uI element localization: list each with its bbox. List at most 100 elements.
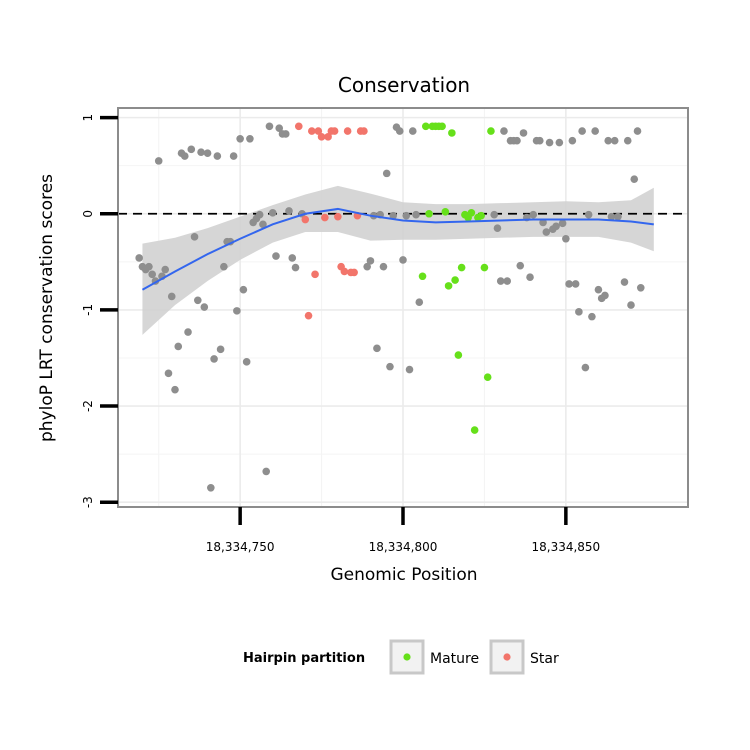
data-point: [171, 385, 179, 394]
data-point-mature: [438, 122, 446, 131]
data-point: [571, 280, 580, 288]
legend-title: Hairpin partition: [243, 651, 365, 666]
data-point: [399, 256, 407, 264]
data-point: [623, 136, 632, 145]
data-point: [529, 210, 538, 219]
data-point: [516, 261, 525, 270]
data-point: [614, 212, 622, 221]
data-point-star: [317, 133, 326, 141]
data-point: [366, 257, 375, 265]
data-point: [200, 303, 209, 311]
data-point: [568, 136, 577, 145]
data-point-mature: [451, 276, 459, 284]
chart-title: Conservation: [338, 73, 470, 97]
data-point: [627, 301, 635, 309]
data-point-mature: [441, 208, 450, 216]
data-point: [402, 211, 411, 220]
data-point: [405, 365, 414, 374]
data-point: [408, 127, 417, 135]
legend-entry-star: Star: [489, 639, 559, 675]
data-point: [503, 277, 512, 285]
y-axis: 1 0 -1 -2 -3: [81, 114, 118, 508]
x-tick-label: 18,334,800: [369, 540, 438, 554]
data-point: [174, 342, 183, 351]
data-point: [519, 129, 528, 137]
data-point: [262, 467, 271, 476]
legend-label-star: Star: [530, 651, 559, 667]
data-point: [591, 127, 599, 135]
data-point: [601, 291, 609, 300]
data-point: [373, 344, 381, 353]
plot-panel: [117, 107, 689, 508]
data-point-mature: [477, 211, 485, 220]
data-point-mature: [467, 208, 476, 217]
data-point: [239, 285, 248, 294]
data-point-mature: [457, 263, 466, 272]
data-point: [194, 296, 202, 305]
data-point-star: [314, 127, 323, 135]
data-point: [552, 222, 560, 231]
data-point: [578, 127, 586, 135]
data-point: [389, 211, 398, 220]
data-point-star: [324, 133, 332, 141]
data-point: [161, 265, 170, 274]
data-point: [145, 262, 153, 271]
data-point: [630, 175, 639, 183]
data-point: [259, 220, 267, 229]
data-point: [633, 127, 642, 135]
data-point-mature: [487, 127, 495, 135]
y-tick-label: 1: [81, 114, 95, 122]
data-point-star: [360, 127, 368, 135]
data-point: [190, 233, 199, 241]
data-point: [493, 224, 502, 232]
data-point: [415, 298, 424, 307]
data-point: [526, 273, 534, 282]
data-point-star: [308, 127, 316, 135]
data-point-star: [334, 212, 342, 221]
data-point: [187, 145, 196, 154]
data-point: [412, 210, 420, 219]
data-point: [581, 363, 590, 372]
data-point-mature: [454, 351, 463, 359]
y-tick-label: -1: [81, 304, 95, 316]
legend-label-mature: Mature: [430, 651, 479, 667]
data-point-mature: [418, 272, 427, 281]
data-point-star: [304, 311, 313, 320]
data-point: [565, 280, 573, 288]
y-tick-label: -3: [81, 496, 95, 508]
data-point: [233, 307, 241, 315]
data-point: [395, 127, 404, 135]
data-point: [607, 212, 616, 221]
data-point: [382, 169, 391, 178]
data-point: [285, 207, 293, 215]
legend-marker-star: [503, 653, 511, 661]
y-tick-label: 0: [81, 210, 95, 218]
data-point-mature: [483, 373, 492, 382]
data-point: [386, 362, 394, 371]
data-point: [272, 252, 280, 260]
data-point: [594, 285, 603, 294]
data-point: [213, 152, 222, 160]
data-point: [496, 277, 505, 285]
data-point: [620, 278, 629, 286]
data-point-star: [330, 127, 339, 135]
data-point: [610, 136, 619, 145]
data-point-star: [301, 215, 310, 224]
data-point: [575, 308, 583, 316]
data-point: [584, 210, 593, 219]
legend-entry-mature: Mature: [389, 639, 479, 675]
legend-marker-mature: [403, 653, 411, 661]
data-point: [154, 157, 163, 165]
data-point: [379, 262, 388, 271]
data-point-mature: [444, 282, 453, 290]
data-point: [167, 292, 176, 301]
data-point: [588, 312, 596, 321]
smooth-curve-layer: [141, 207, 654, 291]
data-point-mature: [480, 263, 489, 272]
data-point: [281, 130, 290, 138]
data-point: [558, 219, 567, 228]
data-point: [291, 263, 300, 272]
smooth-curve: [141, 207, 654, 291]
data-point-mature: [422, 122, 430, 131]
